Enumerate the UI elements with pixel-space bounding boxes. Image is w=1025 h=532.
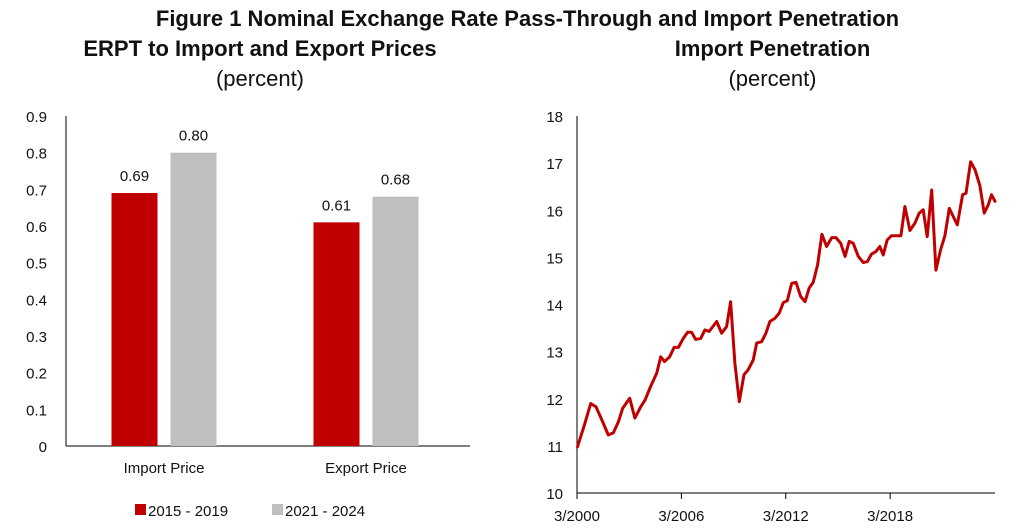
y-tick-label: 0.4 [26,292,47,309]
bar-chart: 0 0.1 0.2 0.3 0.4 0.5 0.6 0.7 0.8 0.9 0.69 0.80 Impo… [26,109,470,520]
bar [372,196,419,446]
bar [111,193,158,446]
y-tick-label: 0.8 [26,146,47,163]
bar-chart-subtitle: (percent) [215,66,305,91]
legend-label: 2015 - 2019 [148,503,228,520]
x-tick-label: 3/2018 [867,508,913,525]
line-chart-subtitle: (percent) [728,66,817,91]
y-tick-label: 14 [546,298,563,315]
x-tick-label: 3/2012 [763,508,809,525]
y-tick-label: 15 [546,250,563,267]
bar [313,222,360,446]
data-label: 0.69 [120,168,149,185]
y-tick-label: 13 [546,345,563,362]
legend-label: 2021 - 2024 [285,503,365,520]
x-tick-label: 3/2006 [658,508,704,525]
line-chart-title: Import Penetration [674,36,871,61]
y-tick-label: 0.3 [26,329,47,346]
figure-title: Figure 1 Nominal Exchange Rate Pass-Thro… [155,6,900,31]
y-tick-label: 16 [546,203,563,220]
y-tick-label: 17 [546,156,563,173]
y-tick-label: 11 [547,439,563,456]
y-tick-label: 10 [546,486,563,503]
line-chart: 10 11 12 13 14 15 16 17 18 3/2000 3/2006 3/2012 3/20… [546,109,997,525]
data-label: 0.61 [322,197,351,214]
y-tick-label: 0.1 [26,402,47,419]
x-tick-label: Import Price [124,460,205,477]
data-label: 0.68 [381,172,410,189]
series-line [576,160,997,449]
legend-swatch [272,504,283,515]
bar-chart-title: ERPT to Import and Export Prices [83,36,437,61]
x-tick-label: Export Price [325,460,407,477]
legend-swatch [135,504,146,515]
y-tick-label: 0.9 [26,109,47,126]
bar [170,152,217,446]
y-tick-label: 0.7 [26,182,47,199]
y-tick-label: 0 [39,439,47,456]
y-tick-label: 12 [546,392,563,409]
x-tick-label: 3/2000 [554,508,600,525]
y-tick-label: 0.6 [26,219,47,236]
data-label: 0.80 [179,128,208,145]
y-tick-label: 18 [546,109,563,126]
y-tick-label: 0.2 [26,366,47,383]
y-tick-label: 0.5 [26,256,47,273]
